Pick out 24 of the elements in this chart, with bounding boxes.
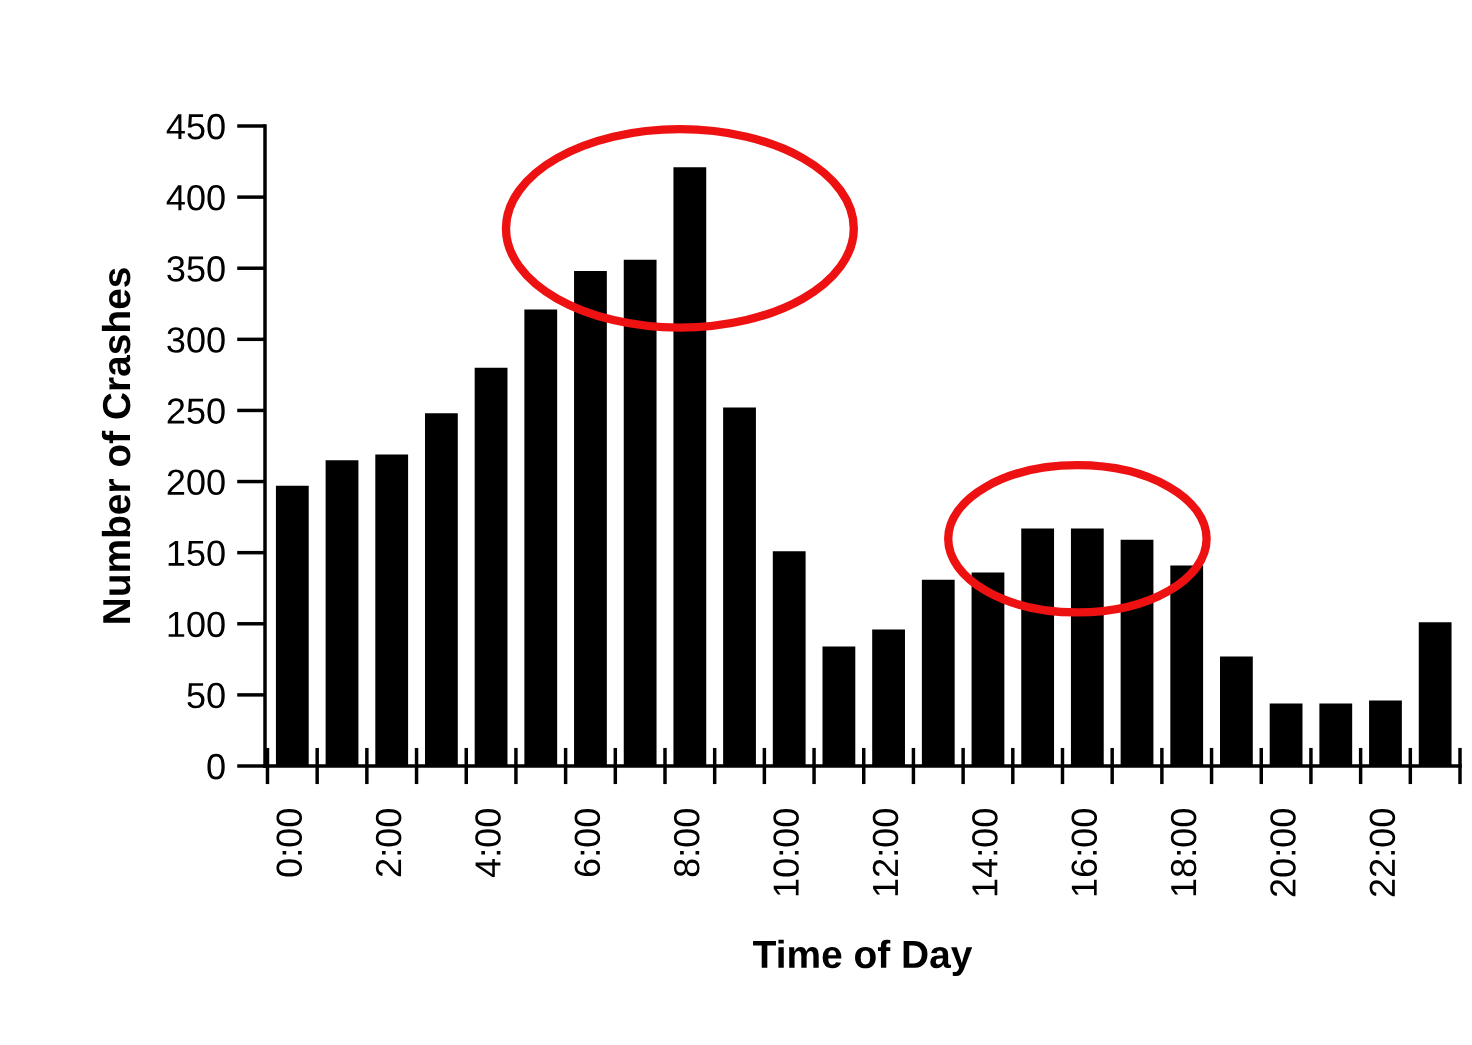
y-tick-label: 200 — [167, 469, 225, 495]
y-tick-label: 150 — [168, 540, 225, 567]
y-tick-label: 400 — [166, 184, 225, 211]
x-axis-title: Time of Day — [753, 939, 973, 976]
x-tick-label: 16:00 — [1071, 809, 1098, 896]
x-tick-label: 6:00 — [574, 809, 601, 877]
y-axis-title: Number of Crashes — [101, 268, 131, 623]
x-tick-label: 8:00 — [673, 809, 700, 877]
x-tick-label: 10:00 — [773, 809, 799, 896]
y-tick-label: 0 — [207, 753, 225, 780]
y-tick-label: 50 — [187, 682, 225, 709]
x-tick-label: 22:00 — [1369, 809, 1396, 897]
x-tick-label: 20:00 — [1270, 809, 1296, 897]
y-tick-label: 350 — [167, 256, 225, 282]
y-tick-label: 450 — [166, 113, 225, 140]
y-tick-label: 100 — [168, 611, 225, 638]
x-tick-label: 2:00 — [375, 809, 402, 877]
x-tick-label: 12:00 — [872, 809, 899, 896]
x-tick-label: 4:00 — [475, 809, 501, 878]
y-tick-label: 250 — [167, 398, 225, 424]
x-tick-label: 0:00 — [276, 809, 303, 877]
x-tick-label: 14:00 — [972, 809, 998, 896]
y-tick-label: 300 — [167, 327, 225, 353]
x-tick-label: 18:00 — [1170, 809, 1197, 896]
